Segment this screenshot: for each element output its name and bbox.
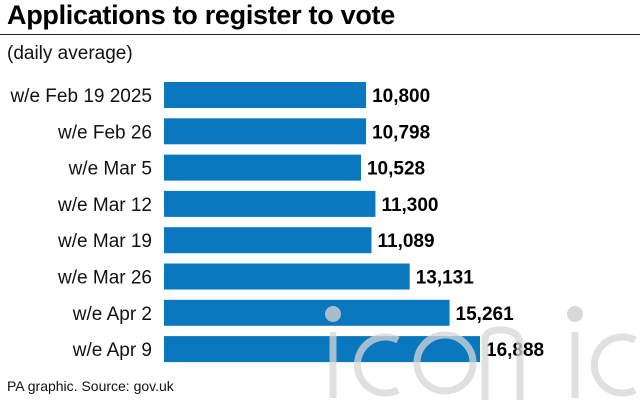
value-label: 10,800 xyxy=(372,86,430,107)
bar xyxy=(164,82,367,108)
source-note: PA graphic. Source: gov.uk xyxy=(7,378,174,394)
bar xyxy=(164,154,361,181)
value-label: 11,300 xyxy=(381,195,438,216)
category-label: w/e Mar 26 xyxy=(57,268,152,289)
bar xyxy=(164,118,367,145)
title-divider xyxy=(0,34,640,35)
value-label: 11,089 xyxy=(377,231,434,252)
bar xyxy=(164,190,376,217)
value-label: 13,131 xyxy=(416,268,475,289)
chart-subtitle: (daily average) xyxy=(7,43,133,64)
category-label: w/e Mar 5 xyxy=(68,159,152,180)
value-label: 15,261 xyxy=(456,304,515,325)
category-label: w/e Apr 2 xyxy=(72,304,152,325)
category-label: w/e Feb 26 xyxy=(57,122,152,143)
bar xyxy=(164,263,410,290)
category-label: w/e Mar 12 xyxy=(57,195,152,216)
category-label: w/e Apr 9 xyxy=(72,340,152,361)
value-label: 10,798 xyxy=(372,122,430,143)
chart-title: Applications to register to vote xyxy=(7,0,395,30)
bar xyxy=(164,227,372,254)
value-label: 16,888 xyxy=(486,340,544,361)
category-label: w/e Mar 19 xyxy=(57,231,152,252)
category-label: w/e Feb 19 2025 xyxy=(9,86,152,107)
value-label: 10,528 xyxy=(367,159,425,180)
bar xyxy=(164,299,450,326)
bar xyxy=(164,336,480,363)
